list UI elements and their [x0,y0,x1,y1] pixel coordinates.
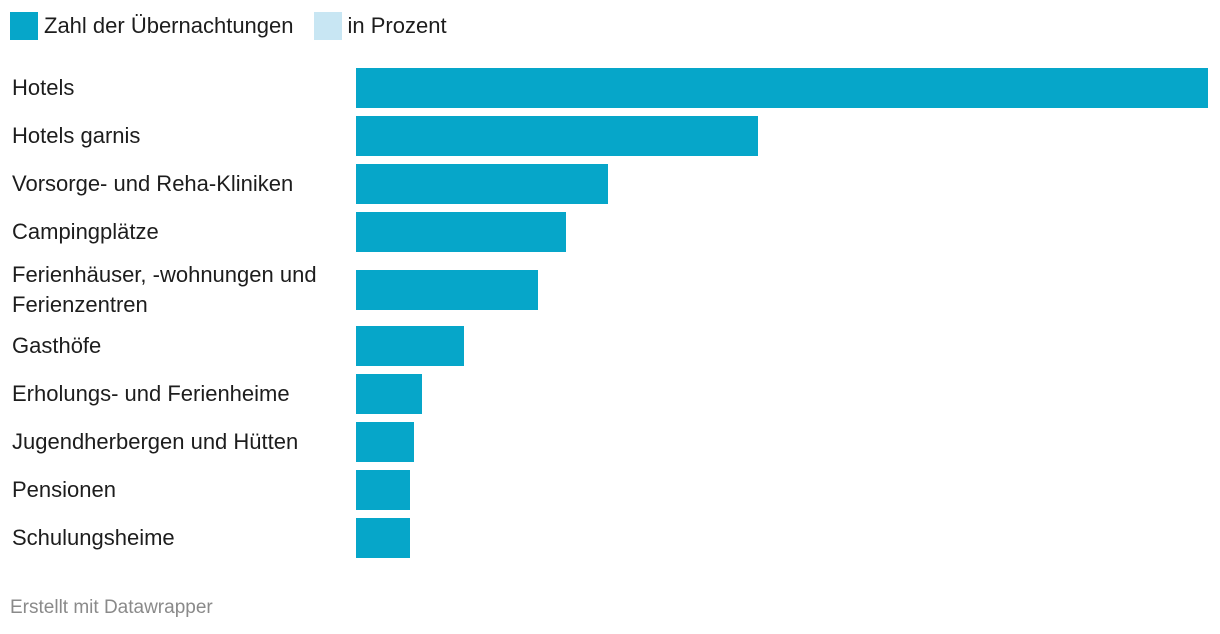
bar [356,422,414,462]
legend-label-prozent: in Prozent [347,13,447,38]
category-label: Schulungsheime [12,525,175,550]
bar [356,270,538,310]
category-label: Hotels garnis [12,123,141,148]
footer-credit: Erstellt mit Datawrapper [10,597,213,618]
bar [356,518,410,558]
legend-item-uebernachtungen: Zahl der Übernachtungen [10,12,294,40]
category-label: Gasthöfe [12,333,102,358]
category-label: Erholungs- und Ferienheime [12,381,290,406]
bar [356,470,410,510]
legend: Zahl der Übernachtungen in Prozent [10,12,467,40]
bar [356,326,464,366]
legend-swatch-uebernachtungen [10,12,38,40]
legend-label-uebernachtungen: Zahl der Übernachtungen [44,13,294,38]
category-label: Hotels [12,75,75,100]
bar [356,164,608,204]
bar [356,116,758,156]
category-label: Vorsorge- und Reha-Kliniken [12,171,294,196]
category-label: Ferienhäuser, -wohnungen und Ferienzentr… [12,262,317,317]
category-label: Campingplätze [12,219,159,244]
category-label: Jugendherbergen und Hütten [12,429,299,454]
bar [356,68,1208,108]
bar [356,374,422,414]
legend-item-prozent: in Prozent [313,12,447,40]
bar [356,212,566,252]
legend-swatch-prozent [313,12,342,40]
category-label: Pensionen [12,477,116,502]
